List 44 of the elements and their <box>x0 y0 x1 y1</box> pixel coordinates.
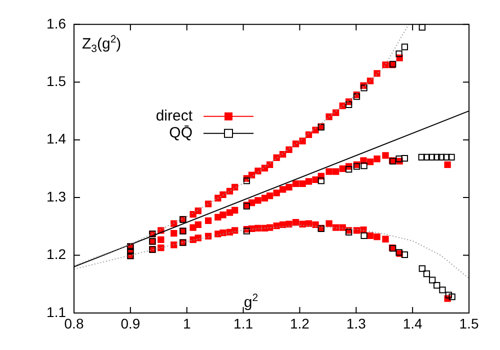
x-tick-label: 1.1 <box>234 315 254 332</box>
x-tick-label: 1.5 <box>459 315 479 332</box>
y-tick-label: 1.2 <box>46 246 66 262</box>
point <box>318 177 324 184</box>
point <box>360 84 368 92</box>
point <box>345 166 352 173</box>
point <box>418 24 426 31</box>
point <box>396 50 402 58</box>
y-tick-label: 1.6 <box>46 15 66 32</box>
point <box>443 154 450 160</box>
point <box>360 162 368 170</box>
y-tick-label: 1.1 <box>46 304 66 320</box>
point <box>418 265 426 272</box>
y-tick-label: 1.4 <box>46 130 66 147</box>
point <box>360 232 368 239</box>
point <box>401 154 408 162</box>
point <box>448 154 455 160</box>
x-tick-label: 1 <box>182 315 191 332</box>
x-tick-label: 0.8 <box>64 315 84 332</box>
point <box>396 156 402 162</box>
point <box>434 154 440 160</box>
point <box>428 154 436 160</box>
y-tick-label: 1.3 <box>46 188 66 204</box>
point <box>445 292 452 298</box>
point <box>439 286 446 294</box>
point <box>438 154 445 160</box>
point <box>428 276 436 284</box>
point <box>434 282 440 289</box>
point <box>423 270 430 278</box>
point <box>423 154 430 160</box>
x-tick-label: 1.3 <box>346 315 366 332</box>
legend-label: QQ̄ <box>169 124 192 142</box>
x-tick-label: 0.9 <box>120 315 140 332</box>
x-tick-label: 1.2 <box>290 315 310 332</box>
y-tick-label: 1.5 <box>46 72 66 89</box>
legend-label: direct <box>156 108 194 125</box>
point <box>345 101 352 108</box>
line-series <box>74 24 410 266</box>
point <box>401 44 408 50</box>
point <box>401 251 408 258</box>
point <box>418 154 425 160</box>
point <box>243 177 250 184</box>
point <box>448 294 456 300</box>
x-tick-label: 1.4 <box>402 315 423 332</box>
